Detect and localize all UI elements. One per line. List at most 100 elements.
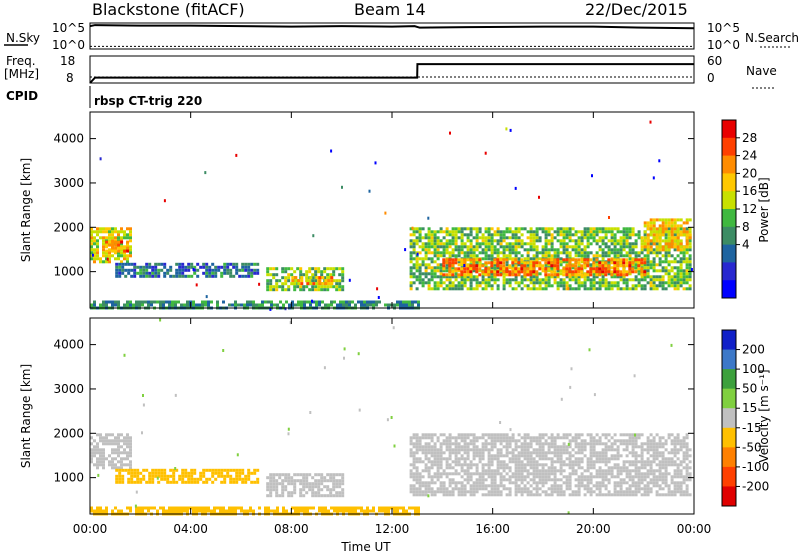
velocity-cell: [643, 442, 647, 446]
power-cell: [499, 258, 503, 262]
velocity-cell: [553, 472, 557, 476]
power-cell: [541, 251, 545, 255]
power-cell: [538, 227, 542, 231]
power-cell: [308, 270, 312, 274]
velocity-cell: [269, 479, 273, 483]
power-cell: [463, 251, 467, 255]
power-cell: [445, 251, 449, 255]
velocity-cell: [181, 477, 185, 481]
velocity-colorbar-swatch: [722, 330, 736, 351]
velocity-cell: [646, 448, 650, 452]
velocity-cell: [526, 469, 530, 473]
velocity-cell: [211, 474, 215, 478]
power-cell: [544, 267, 548, 271]
velocity-cell: [595, 439, 599, 443]
velocity-cell: [601, 433, 605, 437]
velocity-cell: [433, 481, 437, 485]
velocity-cell: [622, 439, 626, 443]
power-cell: [628, 236, 632, 240]
velocity-cell: [253, 480, 257, 484]
velocity-cell: [613, 481, 617, 485]
power-cell: [568, 239, 572, 243]
velocity-cell: [604, 469, 608, 473]
velocity-cell: [592, 490, 596, 494]
velocity-cell: [427, 436, 431, 440]
power-cell: [535, 287, 539, 291]
power-cell: [652, 224, 656, 228]
velocity-cell: [427, 469, 431, 473]
power-cell: [341, 285, 345, 289]
velocity-cell: [652, 475, 656, 479]
power-cell: [595, 227, 599, 231]
velocity-cell: [409, 454, 413, 458]
power-cell: [565, 260, 569, 264]
power-cell: [448, 258, 452, 262]
velocity-cell: [445, 445, 449, 449]
velocity-cell: [415, 466, 419, 470]
velocity-cell: [430, 463, 434, 467]
power-cell: [123, 251, 126, 255]
velocity-cell: [211, 480, 215, 484]
velocity-cell: [598, 487, 602, 491]
power-cell: [514, 258, 518, 262]
velocity-cell: [342, 509, 345, 513]
velocity-colorbar-frame: [721, 329, 737, 507]
power-point: [99, 157, 102, 161]
velocity-cell: [541, 463, 545, 467]
velocity-cell: [133, 471, 137, 475]
velocity-cell: [628, 472, 632, 476]
velocity-cell: [523, 448, 527, 452]
nave-right-label: Nave: [746, 64, 777, 78]
power-cell: [345, 303, 348, 307]
power-cell: [526, 263, 530, 267]
velocity-cell: [454, 445, 458, 449]
velocity-cell: [631, 490, 635, 494]
power-cell: [622, 278, 626, 282]
velocity-cell: [682, 481, 686, 485]
velocity-cell: [610, 445, 614, 449]
velocity-cell: [126, 445, 129, 449]
power-cell: [589, 281, 593, 285]
power-cell: [586, 233, 590, 237]
power-cell: [595, 251, 599, 255]
velocity-cell: [269, 482, 273, 486]
velocity-cell: [433, 493, 437, 497]
power-cell: [178, 271, 182, 275]
velocity-cell: [616, 490, 620, 494]
power-cell: [184, 274, 188, 278]
velocity-cell: [631, 439, 635, 443]
power-cell: [300, 282, 304, 286]
power-cell: [172, 274, 176, 278]
power-cell: [667, 260, 671, 264]
power-cell: [508, 242, 512, 246]
velocity-cell: [247, 477, 251, 481]
velocity-cell: [454, 469, 458, 473]
velocity-cell: [126, 457, 129, 461]
velocity-cell: [469, 490, 473, 494]
velocity-cell: [541, 442, 545, 446]
power-cell: [508, 227, 512, 231]
power-cell: [144, 300, 147, 304]
velocity-cell: [324, 509, 327, 513]
power-cell: [616, 264, 620, 268]
power-cell: [610, 284, 614, 288]
power-cell: [121, 262, 125, 266]
power-cell: [96, 233, 99, 237]
velocity-cell: [225, 509, 228, 513]
velocity-cell: [673, 445, 677, 449]
velocity-cell: [634, 466, 638, 470]
power-cell: [484, 227, 488, 231]
power-cell: [460, 273, 464, 277]
power-cell: [120, 236, 123, 240]
velocity-colorbar-tick-label: -200: [742, 479, 769, 493]
power-cell: [574, 230, 578, 234]
velocity-cell: [583, 484, 587, 488]
velocity-cell: [586, 466, 590, 470]
power-cell: [329, 273, 333, 277]
velocity-cell: [544, 490, 548, 494]
velocity-cell: [577, 457, 581, 461]
velocity-cell: [460, 448, 464, 452]
power-cell: [454, 236, 458, 240]
power-cell: [451, 284, 455, 288]
power-cell: [99, 303, 102, 307]
